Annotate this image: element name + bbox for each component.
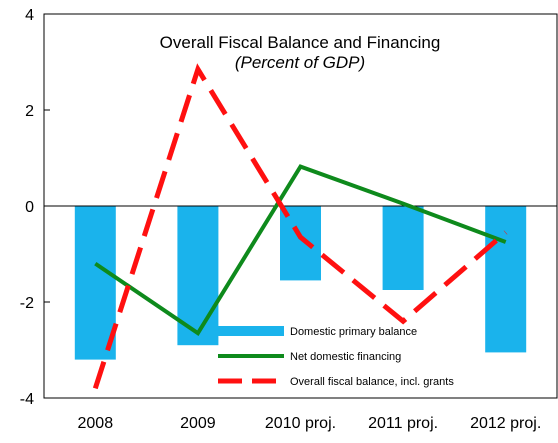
y-tick-label: 2 — [25, 103, 34, 120]
y-tick-label: -2 — [20, 295, 34, 312]
legend: Domestic primary balance Net domestic fin… — [218, 326, 454, 388]
y-tick-label: 0 — [25, 199, 34, 216]
x-tick-label: 2009 — [180, 415, 216, 432]
bar — [382, 206, 424, 290]
bars-layer — [74, 206, 527, 360]
series-line — [92, 63, 508, 390]
legend-label: Domestic primary balance — [290, 326, 417, 338]
y-axis: 4 2 0 -2 -4 — [20, 7, 50, 408]
bar — [485, 206, 527, 353]
x-tick-label: 2011 proj. — [368, 415, 438, 432]
x-tick-label: 2008 — [78, 415, 114, 432]
bar — [74, 206, 116, 360]
x-tick-label: 2012 proj. — [470, 415, 541, 432]
series-line — [94, 164, 507, 337]
y-tick-label: -4 — [20, 391, 34, 408]
lines-layer — [92, 63, 508, 390]
chart-subtitle: (Percent of GDP) — [235, 53, 365, 72]
chart-title: Overall Fiscal Balance and Financing — [160, 33, 441, 52]
bar — [280, 206, 321, 281]
legend-swatch — [218, 326, 284, 336]
legend-label: Overall fiscal balance, incl. grants — [290, 376, 454, 388]
y-tick-label: 4 — [25, 7, 34, 24]
x-tick-label: 2010 proj. — [265, 415, 336, 432]
x-axis: 2008 2009 2010 proj. 2011 proj. 2012 proj. — [78, 415, 542, 432]
legend-label: Net domestic financing — [290, 351, 401, 363]
